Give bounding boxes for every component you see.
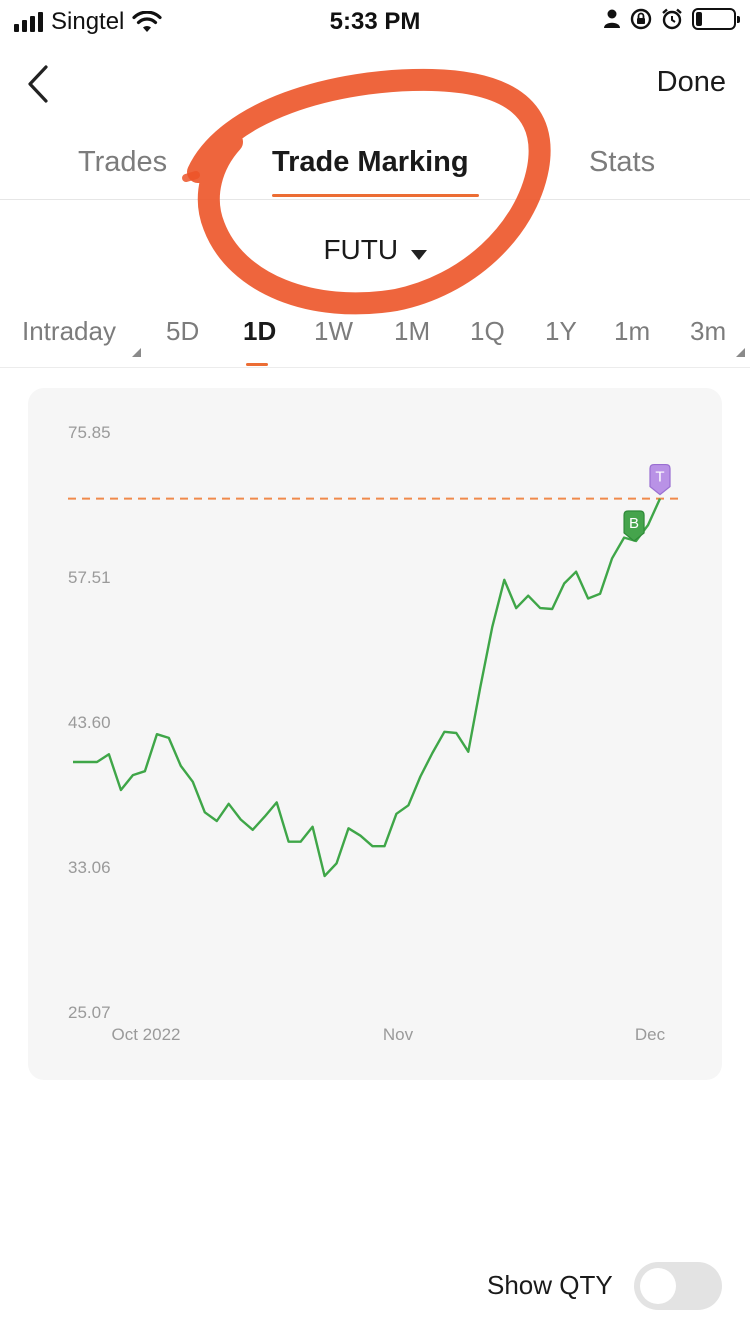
caret-down-icon [410,249,427,260]
tab-stats[interactable]: Stats [589,146,656,178]
status-bar: Singtel 5:33 PM [0,0,750,40]
period-active-indicator [246,363,268,366]
price-chart-card [28,388,722,1080]
status-time: 5:33 PM [329,8,421,35]
person-icon [604,9,620,28]
period-intraday[interactable]: Intraday [22,316,116,346]
submenu-corner-icon [132,348,141,357]
period-5d[interactable]: 5D [166,316,200,346]
wifi-icon [132,11,162,32]
tab-trades[interactable]: Trades [78,146,168,178]
chevron-left-icon [28,65,48,103]
status-right [603,8,740,30]
period-1-minute[interactable]: 1m [614,316,651,346]
back-button[interactable] [20,62,60,106]
battery-icon [692,8,740,30]
period-3-minute[interactable]: 3m [690,316,727,346]
alarm-icon [662,8,682,30]
rotation-lock-icon [630,8,652,30]
show-qty-label: Show QTY [487,1270,613,1300]
status-left: Singtel [14,8,162,36]
tab-bar: Trades Trade Marking Stats [0,140,750,200]
submenu-corner-icon [736,348,745,357]
period-1y[interactable]: 1Y [545,316,577,346]
period-1q[interactable]: 1Q [470,316,505,346]
cellular-signal-icon [14,12,43,32]
period-selector: Intraday 5D 1D 1W 1M 1Q 1Y 1m 3m [0,300,750,368]
battery-fill [696,12,703,26]
period-1m[interactable]: 1M [394,316,431,346]
toggle-knob [640,1268,676,1304]
period-1w[interactable]: 1W [314,316,353,346]
ticker-symbol: FUTU [323,234,399,265]
done-button[interactable]: Done [656,66,726,98]
show-qty-toggle[interactable] [634,1262,722,1310]
carrier-name: Singtel [51,8,125,35]
period-1d[interactable]: 1D [243,316,277,346]
ticker-selector[interactable]: FUTU [0,234,750,266]
tab-active-indicator [272,194,479,197]
tab-trade-marking[interactable]: Trade Marking [272,146,469,178]
